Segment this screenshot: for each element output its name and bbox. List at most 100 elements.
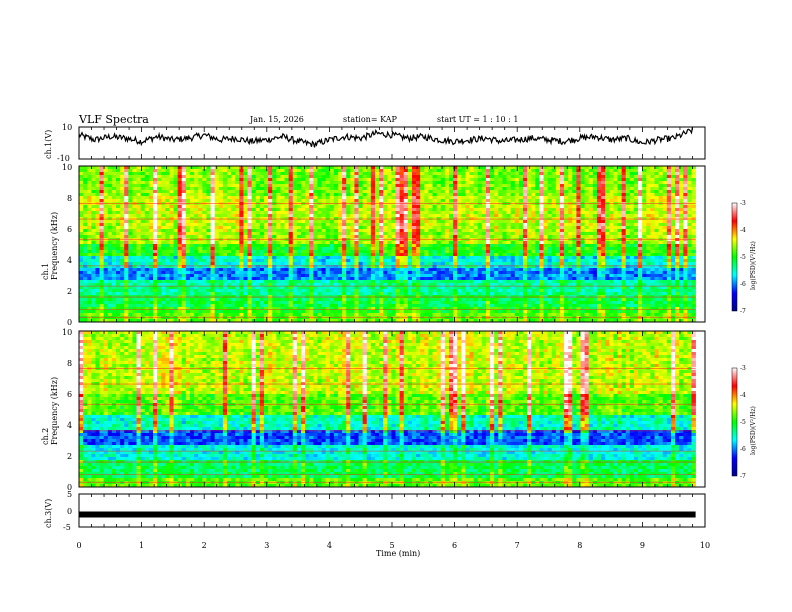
heatmap-cell bbox=[280, 208, 285, 212]
heatmap-cell bbox=[506, 211, 511, 215]
heatmap-cell bbox=[477, 229, 483, 233]
heatmap-cell bbox=[181, 166, 187, 170]
heatmap-cell bbox=[679, 253, 684, 257]
heatmap-cell bbox=[284, 253, 289, 257]
heatmap-cell bbox=[140, 193, 146, 197]
heatmap-cell bbox=[222, 214, 228, 218]
heatmap-cell bbox=[132, 211, 137, 215]
heatmap-cell bbox=[374, 226, 380, 230]
heatmap-cell bbox=[292, 187, 298, 191]
heatmap-cell bbox=[416, 232, 421, 236]
heatmap-cell bbox=[559, 214, 565, 218]
heatmap-cell bbox=[555, 211, 561, 215]
heatmap-cell bbox=[79, 187, 84, 191]
heatmap-cell bbox=[580, 232, 585, 236]
heatmap-cell bbox=[111, 220, 117, 224]
heatmap-cell bbox=[395, 193, 400, 197]
heatmap-cell bbox=[568, 223, 573, 227]
heatmap-cell bbox=[325, 244, 331, 248]
heatmap-cell bbox=[333, 262, 339, 266]
heatmap-cell bbox=[646, 214, 651, 218]
heatmap-cell bbox=[243, 244, 248, 248]
heatmap-cell bbox=[358, 220, 363, 224]
heatmap-cell bbox=[453, 247, 458, 251]
heatmap-cell bbox=[399, 175, 405, 179]
heatmap-cell bbox=[601, 232, 606, 236]
heatmap-cell bbox=[555, 214, 561, 218]
heatmap-cell bbox=[391, 226, 396, 230]
heatmap-cell bbox=[469, 241, 474, 245]
heatmap-cell bbox=[461, 166, 466, 170]
heatmap-cell bbox=[358, 262, 363, 266]
heatmap-cell bbox=[214, 187, 220, 191]
heatmap-cell bbox=[621, 223, 627, 227]
heatmap-cell bbox=[214, 262, 220, 266]
heatmap-cell bbox=[313, 232, 318, 236]
heatmap-cell bbox=[559, 172, 565, 176]
heatmap-cell bbox=[79, 166, 84, 170]
heatmap-cell bbox=[613, 232, 618, 236]
heatmap-cell bbox=[539, 172, 544, 176]
heatmap-cell bbox=[576, 229, 581, 233]
heatmap-cell bbox=[132, 223, 137, 227]
heatmap-cell bbox=[568, 244, 573, 248]
heatmap-cell bbox=[596, 226, 602, 230]
heatmap-cell bbox=[325, 169, 331, 173]
heatmap-cell bbox=[543, 196, 548, 200]
heatmap-cell bbox=[251, 226, 257, 230]
heatmap-cell bbox=[629, 211, 635, 215]
heatmap-cell bbox=[103, 247, 109, 251]
heatmap-cell bbox=[243, 253, 248, 257]
heatmap-cell bbox=[300, 199, 306, 203]
heatmap-cell bbox=[609, 244, 614, 248]
heatmap-cell bbox=[683, 253, 688, 257]
heatmap-cell bbox=[136, 232, 141, 236]
heatmap-cell bbox=[165, 244, 170, 248]
heatmap-cell bbox=[333, 241, 339, 245]
heatmap-cell bbox=[280, 229, 285, 233]
heatmap-cell bbox=[662, 232, 668, 236]
heatmap-cell bbox=[354, 178, 359, 182]
heatmap-cell bbox=[148, 193, 154, 197]
heatmap-cell bbox=[169, 259, 174, 263]
heatmap-cell bbox=[531, 172, 536, 176]
heatmap-cell bbox=[87, 256, 92, 260]
heatmap-cell bbox=[527, 193, 532, 197]
heatmap-cell bbox=[650, 199, 655, 203]
heatmap-cell bbox=[263, 187, 269, 191]
heatmap-cell bbox=[666, 223, 672, 227]
heatmap-cell bbox=[177, 229, 183, 233]
heatmap-cell bbox=[362, 226, 368, 230]
heatmap-cell bbox=[477, 235, 483, 239]
heatmap-cell bbox=[128, 262, 133, 266]
heatmap-cell bbox=[296, 226, 302, 230]
heatmap-cell bbox=[235, 235, 240, 239]
heatmap-cell bbox=[87, 223, 92, 227]
heatmap-cell bbox=[662, 241, 668, 245]
heatmap-cell bbox=[469, 175, 474, 179]
heatmap-cell bbox=[502, 244, 507, 248]
heatmap-cell bbox=[527, 223, 532, 227]
heatmap-cell bbox=[588, 226, 594, 230]
heatmap-cell bbox=[465, 196, 470, 200]
heatmap-cell bbox=[477, 187, 483, 191]
heatmap-cell bbox=[337, 205, 343, 209]
heatmap-cell bbox=[288, 223, 294, 227]
heatmap-cell bbox=[642, 223, 647, 227]
heatmap-cell bbox=[132, 247, 137, 251]
heatmap-cell bbox=[243, 250, 248, 254]
heatmap-cell bbox=[633, 229, 639, 233]
heatmap-cell bbox=[181, 175, 187, 179]
heatmap-cell bbox=[584, 235, 590, 239]
heatmap-cell bbox=[292, 205, 298, 209]
heatmap-cell bbox=[461, 250, 466, 254]
heatmap-cell bbox=[374, 190, 380, 194]
heatmap-cell bbox=[469, 253, 474, 257]
heatmap-cell bbox=[609, 241, 614, 245]
heatmap-cell bbox=[494, 193, 499, 197]
heatmap-cell bbox=[584, 256, 590, 260]
heatmap-cell bbox=[189, 250, 195, 254]
heatmap-cell bbox=[399, 229, 405, 233]
heatmap-cell bbox=[670, 199, 676, 203]
heatmap-cell bbox=[625, 190, 631, 194]
